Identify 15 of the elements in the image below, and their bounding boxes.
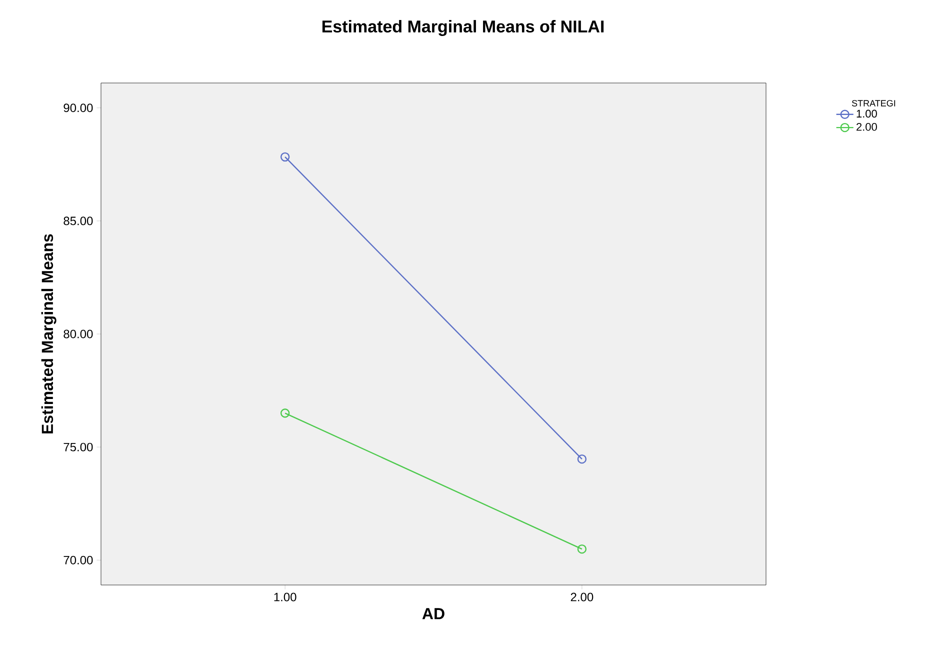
point [577, 454, 587, 464]
y-axis-title: Estimated Marginal Means [41, 234, 56, 434]
y-tick-label: 85.00 [64, 216, 93, 226]
legend-label: 1.00 [856, 110, 877, 118]
point [280, 408, 290, 418]
point [280, 152, 290, 162]
y-tick-label: 75.00 [64, 442, 93, 452]
legend-label: 2.00 [856, 122, 877, 131]
legend-title: STRATEGI [852, 100, 896, 106]
point [577, 544, 587, 554]
x-axis-title: AD [422, 608, 444, 620]
y-tick-label: 90.00 [64, 104, 93, 112]
y-tick-label: 80.00 [64, 330, 93, 338]
y-tick-label: 70.00 [64, 556, 93, 564]
chart-title: Estimated Marginal Means of NILAI [322, 20, 604, 36]
